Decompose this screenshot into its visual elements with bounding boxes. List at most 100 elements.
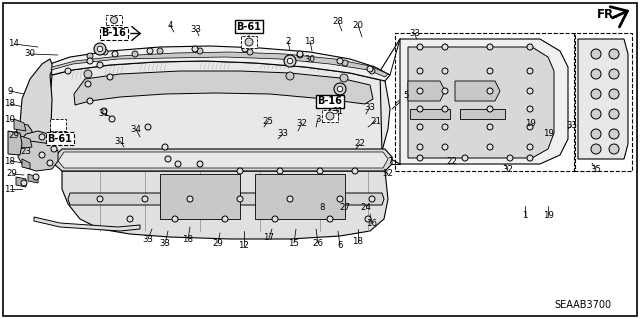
Circle shape	[157, 48, 163, 54]
Polygon shape	[16, 124, 32, 147]
Circle shape	[197, 48, 203, 54]
Polygon shape	[48, 61, 390, 189]
Circle shape	[317, 168, 323, 174]
Circle shape	[145, 124, 151, 130]
Circle shape	[109, 116, 115, 122]
Circle shape	[442, 144, 448, 150]
Circle shape	[97, 46, 102, 52]
Text: SEAAB3700: SEAAB3700	[554, 300, 612, 310]
Polygon shape	[408, 47, 554, 158]
Circle shape	[527, 88, 533, 94]
Text: 29: 29	[8, 131, 19, 140]
Text: 28: 28	[333, 17, 344, 26]
Polygon shape	[62, 171, 388, 239]
Circle shape	[287, 58, 292, 64]
Polygon shape	[34, 217, 140, 231]
Text: 32: 32	[383, 169, 394, 179]
Polygon shape	[74, 71, 373, 105]
Text: 32: 32	[502, 165, 513, 174]
Circle shape	[87, 53, 93, 59]
Circle shape	[165, 156, 171, 162]
Text: 18: 18	[353, 238, 364, 247]
FancyBboxPatch shape	[106, 15, 122, 25]
Circle shape	[487, 68, 493, 74]
Circle shape	[87, 98, 93, 104]
Circle shape	[591, 69, 601, 79]
Polygon shape	[28, 174, 38, 183]
Polygon shape	[20, 131, 52, 157]
Circle shape	[112, 51, 118, 57]
Circle shape	[527, 106, 533, 112]
Circle shape	[487, 88, 493, 94]
Polygon shape	[58, 152, 388, 168]
Polygon shape	[20, 59, 52, 169]
Circle shape	[487, 44, 493, 50]
Circle shape	[417, 106, 423, 112]
Text: 16: 16	[367, 219, 378, 228]
Circle shape	[591, 89, 601, 99]
Circle shape	[417, 88, 423, 94]
Circle shape	[247, 49, 253, 55]
Circle shape	[609, 69, 619, 79]
Text: 25: 25	[262, 116, 273, 125]
Circle shape	[527, 155, 533, 161]
Text: 5: 5	[403, 91, 409, 100]
Circle shape	[340, 74, 348, 82]
Polygon shape	[50, 46, 390, 81]
Text: 30: 30	[305, 55, 316, 63]
Circle shape	[242, 46, 248, 52]
Circle shape	[132, 51, 138, 57]
Circle shape	[609, 109, 619, 119]
Text: 29: 29	[6, 169, 17, 179]
FancyBboxPatch shape	[50, 119, 66, 131]
Circle shape	[365, 216, 371, 222]
Polygon shape	[14, 119, 26, 131]
Circle shape	[417, 155, 423, 161]
FancyBboxPatch shape	[316, 95, 344, 108]
Circle shape	[442, 88, 448, 94]
Circle shape	[367, 66, 373, 72]
Circle shape	[417, 68, 423, 74]
Circle shape	[142, 196, 148, 202]
Circle shape	[369, 196, 375, 202]
FancyBboxPatch shape	[100, 27, 128, 40]
Circle shape	[222, 216, 228, 222]
Text: 3: 3	[316, 115, 321, 123]
Circle shape	[187, 196, 193, 202]
Circle shape	[591, 49, 601, 59]
Circle shape	[237, 196, 243, 202]
Circle shape	[327, 216, 333, 222]
Text: 33: 33	[410, 29, 420, 39]
Text: 31: 31	[333, 108, 344, 116]
Circle shape	[527, 68, 533, 74]
Circle shape	[487, 106, 493, 112]
Polygon shape	[408, 81, 445, 101]
Text: 20: 20	[353, 20, 364, 29]
Circle shape	[462, 155, 468, 161]
Circle shape	[442, 44, 448, 50]
Polygon shape	[54, 149, 392, 171]
Text: 29: 29	[212, 239, 223, 248]
Circle shape	[102, 49, 108, 55]
Text: 18: 18	[182, 234, 193, 243]
Text: 33: 33	[278, 130, 289, 138]
Text: 31: 31	[99, 109, 109, 118]
Circle shape	[47, 160, 53, 166]
Circle shape	[609, 89, 619, 99]
Circle shape	[107, 74, 113, 80]
Circle shape	[39, 152, 45, 158]
Polygon shape	[400, 39, 568, 164]
Circle shape	[527, 124, 533, 130]
Circle shape	[197, 161, 203, 167]
Text: 7: 7	[387, 157, 393, 166]
Polygon shape	[18, 141, 58, 171]
Circle shape	[337, 86, 342, 92]
Text: 12: 12	[239, 241, 250, 250]
Circle shape	[287, 196, 293, 202]
Circle shape	[609, 129, 619, 139]
Text: 17: 17	[264, 234, 275, 242]
Circle shape	[245, 38, 253, 46]
Circle shape	[417, 44, 423, 50]
Circle shape	[591, 109, 601, 119]
Text: 31: 31	[115, 137, 125, 145]
